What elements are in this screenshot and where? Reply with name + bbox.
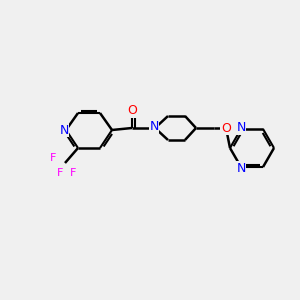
Text: F: F	[70, 168, 76, 178]
Text: N: N	[236, 122, 246, 134]
Text: F: F	[50, 153, 56, 163]
Text: O: O	[127, 104, 137, 118]
Text: N: N	[149, 121, 159, 134]
Text: N: N	[59, 124, 69, 136]
Text: O: O	[221, 122, 231, 134]
Text: N: N	[236, 162, 246, 175]
Text: F: F	[57, 168, 63, 178]
